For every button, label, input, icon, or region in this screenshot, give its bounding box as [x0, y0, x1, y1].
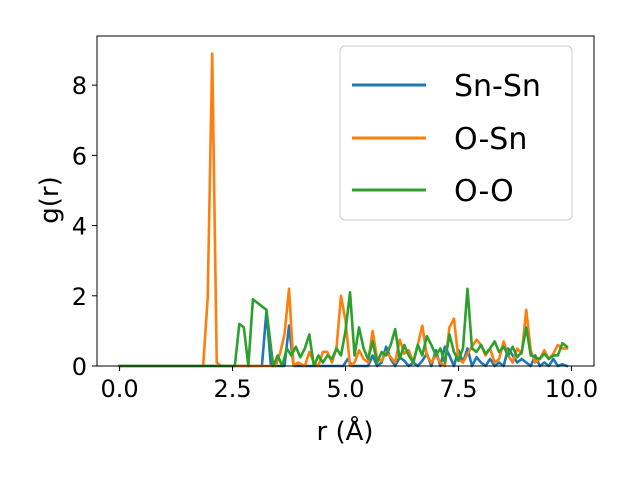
y-axis-label: g(r): [35, 176, 65, 223]
x-tick-label: 0.0: [101, 375, 139, 403]
ticks-layer: 0.0 2.5 5.0 7.5 10.0 0 2 4 6 8: [72, 72, 598, 403]
y-tick-label: 0: [72, 353, 87, 381]
y-tick-label: 6: [72, 142, 87, 170]
legend-items: Sn-Sn O-Sn O-O: [352, 69, 541, 209]
x-tick-label: 10.0: [545, 375, 598, 403]
x-tick-label: 2.5: [213, 375, 251, 403]
legend-label-sn-sn: Sn-Sn: [454, 69, 541, 104]
x-tick-label: 7.5: [439, 375, 477, 403]
legend-label-o-sn: O-Sn: [454, 122, 527, 157]
series-line-o-o: [118, 287, 569, 368]
y-tick-label: 4: [72, 213, 87, 241]
x-axis-label: r (Å): [316, 415, 373, 447]
legend-box: [339, 45, 573, 221]
legend-label-o-o: O-O: [454, 174, 514, 209]
y-tick-label: 8: [72, 72, 87, 100]
x-tick-label: 5.0: [326, 375, 364, 403]
legend: Sn-Sn O-Sn O-O: [339, 45, 573, 221]
y-tick-label: 2: [72, 283, 87, 311]
